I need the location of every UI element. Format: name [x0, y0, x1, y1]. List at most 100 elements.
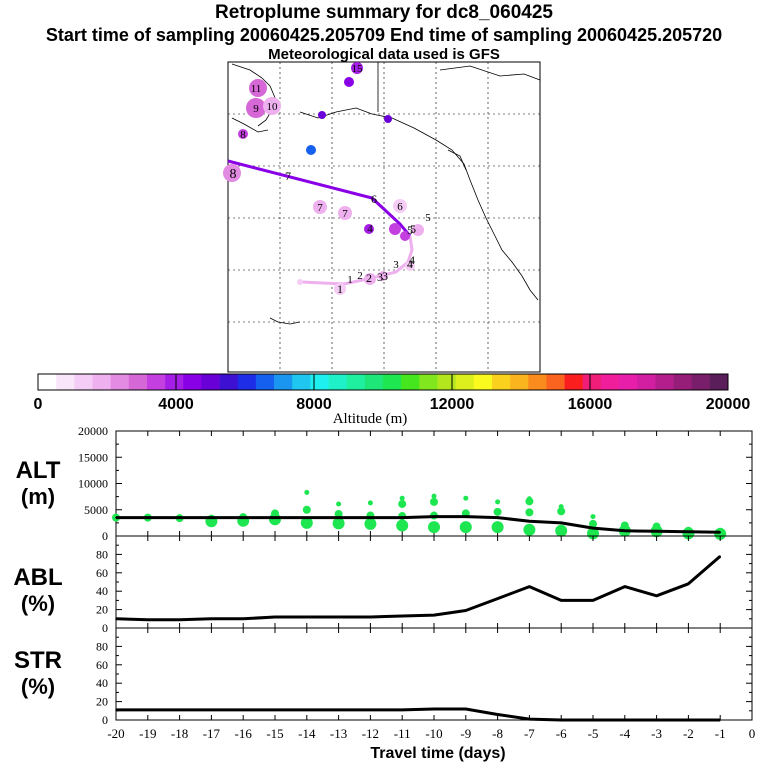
- series-point: [687, 719, 690, 721]
- cluster-point: [396, 519, 409, 532]
- series-point: [528, 718, 531, 720]
- colorbar-swatch: [600, 374, 620, 390]
- series-point: [465, 708, 467, 710]
- x-tick-label: -19: [139, 726, 156, 741]
- x-tick-label: -15: [266, 726, 283, 741]
- trajectory-label: 5: [407, 223, 413, 237]
- colorbar-swatch: [346, 374, 366, 390]
- trajectory-label: 4: [409, 253, 415, 267]
- series-point: [719, 555, 721, 558]
- cluster-point: [428, 521, 440, 534]
- series-point: [115, 709, 117, 711]
- colorbar-swatch: [310, 374, 329, 390]
- colorbar-tick-label: 4000: [158, 396, 194, 413]
- series-point: [560, 599, 562, 602]
- series-point: [274, 709, 276, 711]
- series-point: [528, 520, 531, 523]
- y-tick-label: 20: [96, 603, 108, 617]
- cluster-point: [302, 505, 311, 514]
- colorbar-tick-label: 8000: [296, 396, 332, 413]
- colorbar-swatch: [401, 374, 420, 390]
- cluster-point: [493, 507, 502, 516]
- met-data-note: Meteorological data used is GFS: [268, 46, 500, 63]
- colorbar-tick-label: 0: [34, 396, 43, 413]
- series-point: [337, 709, 340, 711]
- cluster-point: [589, 519, 597, 528]
- colorbar-title: Altitude (m): [333, 411, 408, 427]
- colorbar-swatch: [165, 374, 184, 390]
- cluster-point: [525, 497, 534, 506]
- series-point: [624, 529, 626, 532]
- y-tick-label: 40: [96, 676, 108, 690]
- cluster-point: [334, 283, 346, 295]
- cluster-point: [334, 509, 343, 518]
- series-point: [337, 516, 340, 519]
- series-point: [178, 516, 181, 519]
- series-line: [116, 515, 721, 534]
- series-point: [496, 597, 499, 600]
- cluster-point: [431, 493, 437, 499]
- colorbar-swatch: [201, 374, 220, 390]
- x-tick-label: -7: [524, 726, 535, 741]
- x-tick-label: -2: [683, 726, 694, 741]
- series-point: [274, 516, 276, 519]
- cluster-point: [332, 517, 345, 530]
- series-line: [115, 555, 722, 622]
- series-point: [465, 515, 467, 518]
- series-point: [369, 709, 372, 711]
- cluster-point: [306, 145, 316, 155]
- series-point: [147, 618, 149, 621]
- series-point: [719, 719, 721, 721]
- colorbar-swatch: [582, 374, 602, 390]
- cluster-point: [223, 164, 241, 182]
- series-point: [369, 616, 372, 618]
- trajectory-label: 4: [407, 257, 413, 271]
- colorbar-swatch: [437, 374, 456, 390]
- x-axis-label: Travel time (days): [370, 745, 505, 762]
- x-tick-label: -8: [492, 726, 503, 741]
- cluster-point: [336, 501, 342, 507]
- panel-label: STR: [14, 647, 62, 674]
- cluster-point: [300, 516, 313, 529]
- cluster-point: [430, 497, 438, 506]
- x-tick-label: -16: [235, 726, 253, 741]
- point-label: 7: [317, 202, 323, 214]
- y-tick-label: 10000: [78, 477, 108, 491]
- series-point: [496, 516, 499, 519]
- cluster-point: [338, 206, 352, 220]
- x-tick-label: -18: [171, 726, 188, 741]
- x-tick-label: -20: [107, 726, 124, 741]
- trajectory-label: 2: [366, 271, 372, 285]
- series-point: [592, 599, 594, 602]
- point-label: 9: [253, 103, 259, 115]
- series-point: [560, 719, 562, 721]
- cluster-point: [412, 224, 424, 236]
- y-tick-label: 0: [102, 713, 108, 727]
- series-point: [147, 709, 149, 711]
- series-line: [116, 707, 721, 722]
- series-point: [592, 719, 594, 721]
- x-tick-label: -10: [425, 726, 442, 741]
- cluster-point: [459, 521, 472, 534]
- panel-unit: (%): [21, 674, 55, 699]
- y-tick-label: 20: [96, 695, 108, 709]
- series-point: [433, 708, 435, 710]
- cluster-point: [318, 111, 326, 119]
- series-point: [242, 516, 244, 519]
- cluster-point: [263, 97, 281, 115]
- cluster-point: [525, 508, 534, 517]
- colorbar-swatch: [38, 374, 57, 390]
- cluster-point: [304, 489, 310, 495]
- cluster-point: [393, 199, 407, 213]
- trajectory-label: 5: [410, 222, 416, 236]
- trajectory-label: 1: [337, 282, 343, 296]
- colorbar-tick-label: 20000: [706, 396, 751, 413]
- y-tick-label: 60: [96, 566, 108, 580]
- cluster-point: [398, 499, 407, 508]
- series-point: [528, 585, 531, 588]
- series-point: [242, 618, 244, 620]
- point-label: 2: [357, 270, 363, 282]
- colorbar-swatch: [56, 374, 75, 390]
- panel-label: ABL: [13, 564, 62, 591]
